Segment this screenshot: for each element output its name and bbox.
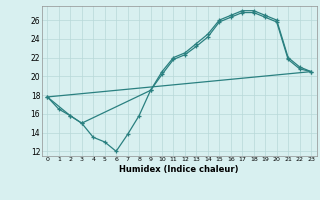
X-axis label: Humidex (Indice chaleur): Humidex (Indice chaleur) — [119, 165, 239, 174]
